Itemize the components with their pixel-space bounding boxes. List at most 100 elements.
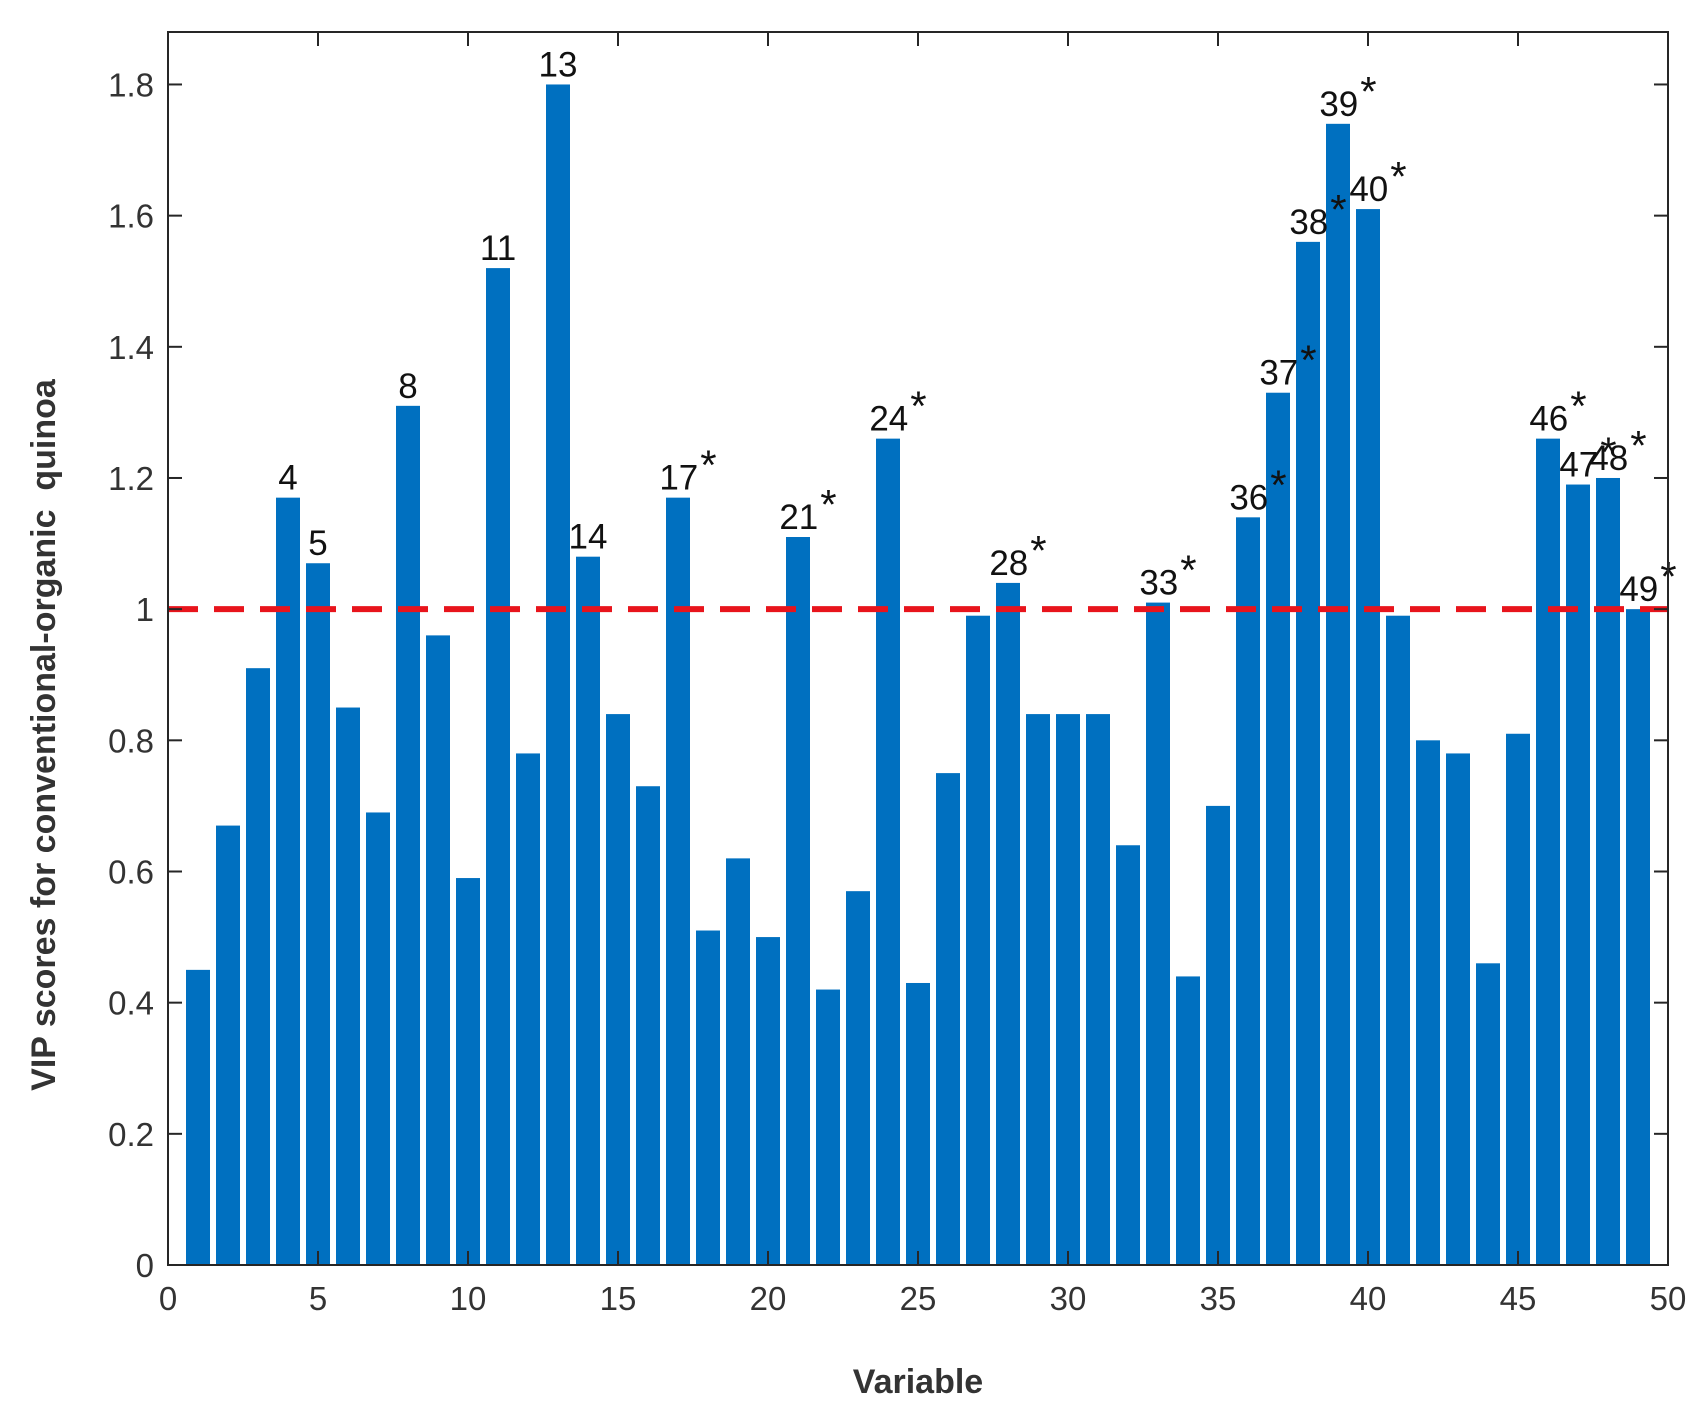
bar-1: [186, 969, 210, 1265]
bar-46: [1536, 438, 1560, 1265]
significance-star: *: [1360, 68, 1376, 115]
bar-label-number: 21: [779, 498, 818, 537]
bar-49: [1626, 609, 1650, 1265]
significance-star: *: [1030, 527, 1046, 574]
bar-18: [696, 930, 720, 1265]
bar-6: [336, 707, 360, 1265]
bar-label-number: 33: [1139, 564, 1178, 603]
significance-star: *: [1330, 186, 1346, 233]
y-tick-label: 0: [136, 1247, 154, 1284]
significance-star: *: [820, 481, 836, 528]
x-axis-title: Variable: [853, 1363, 983, 1401]
bar-label-number: 48: [1589, 439, 1628, 478]
x-tick-label: 50: [1650, 1280, 1687, 1317]
bar-23: [846, 891, 870, 1265]
bar-label-24: 24*: [869, 383, 926, 439]
bar-label-number: 38: [1289, 203, 1328, 242]
bar-label-11: 11: [480, 229, 516, 268]
y-tick-label: 1.6: [108, 198, 154, 235]
y-tick-label: 0.2: [108, 1116, 154, 1153]
bar-4: [276, 497, 300, 1265]
bar-label-number: 8: [398, 367, 417, 406]
bar-31: [1086, 714, 1110, 1265]
bar-21: [786, 537, 810, 1265]
bar-label-number: 36: [1229, 478, 1268, 517]
significance-star: *: [1630, 422, 1646, 469]
bar-label-13: 13: [539, 45, 578, 84]
bar-22: [816, 989, 840, 1265]
bar-28: [996, 582, 1020, 1265]
bar-labels-group: 45811131417*21*24*28*33*36*37*38*39*40*4…: [278, 45, 1676, 609]
bar-label-40: 40*: [1349, 153, 1406, 209]
bars-group: [186, 84, 1650, 1266]
bar-19: [726, 858, 750, 1265]
significance-star: *: [1300, 337, 1316, 384]
significance-star: *: [1180, 547, 1196, 594]
x-tick-label: 15: [600, 1280, 637, 1317]
bar-29: [1026, 714, 1050, 1265]
bar-9: [426, 635, 450, 1265]
bar-32: [1116, 845, 1140, 1265]
bar-25: [906, 982, 930, 1265]
significance-star: *: [910, 383, 926, 430]
x-tick-label: 20: [750, 1280, 787, 1317]
significance-star: *: [1390, 153, 1406, 200]
bar-label-39: 39*: [1319, 68, 1376, 124]
bar-11: [486, 268, 510, 1265]
bar-label-21: 21*: [779, 481, 836, 537]
bar-36: [1236, 517, 1260, 1265]
bar-label-number: 11: [480, 229, 516, 268]
x-tick-label: 0: [159, 1280, 177, 1317]
bar-10: [456, 878, 480, 1265]
bar-35: [1206, 805, 1230, 1265]
bar-label-36: 36*: [1229, 461, 1286, 517]
bar-label-14: 14: [569, 518, 608, 557]
y-axis-title: VIP scores for conventional-organic quin…: [25, 378, 63, 1091]
bar-17: [666, 497, 690, 1265]
bar-39: [1326, 123, 1350, 1266]
y-tick-label: 1: [136, 591, 154, 628]
bar-40: [1356, 209, 1380, 1265]
bar-label-number: 46: [1529, 400, 1568, 439]
x-tick-label: 35: [1200, 1280, 1237, 1317]
bar-label-28: 28*: [989, 527, 1046, 583]
y-tick-label: 0.8: [108, 722, 154, 759]
significance-star: *: [700, 442, 716, 489]
bar-label-number: 17: [659, 459, 698, 498]
bar-24: [876, 438, 900, 1265]
y-tick-label: 1.8: [108, 66, 154, 103]
bar-label-37: 37*: [1259, 337, 1316, 393]
bar-2: [216, 825, 240, 1265]
bar-13: [546, 84, 570, 1265]
x-tick-label: 5: [309, 1280, 327, 1317]
bar-label-number: 37: [1259, 354, 1298, 393]
bar-label-38: 38*: [1289, 186, 1346, 242]
bar-12: [516, 753, 540, 1265]
bar-label-number: 13: [539, 45, 578, 84]
bar-3: [246, 668, 270, 1265]
bar-label-8: 8: [398, 367, 417, 406]
bar-label-4: 4: [278, 459, 297, 498]
y-tick-label: 1.2: [108, 460, 154, 497]
bar-41: [1386, 615, 1410, 1265]
bar-48: [1596, 477, 1620, 1265]
bar-5: [306, 563, 330, 1265]
significance-star: *: [1270, 461, 1286, 508]
bar-label-48: 48*: [1589, 422, 1646, 478]
bar-label-number: 49: [1619, 570, 1658, 609]
bar-14: [576, 556, 600, 1265]
x-tick-label: 10: [450, 1280, 487, 1317]
bar-label-number: 47: [1559, 446, 1598, 485]
bar-label-number: 40: [1349, 170, 1388, 209]
bar-label-number: 4: [278, 459, 297, 498]
bar-label-number: 39: [1319, 85, 1358, 124]
significance-star: *: [1600, 429, 1616, 476]
bar-33: [1146, 602, 1170, 1265]
bar-26: [936, 773, 960, 1265]
bar-37: [1266, 392, 1290, 1265]
significance-star: *: [1570, 383, 1586, 430]
bar-45: [1506, 733, 1530, 1265]
bar-20: [756, 937, 780, 1265]
bar-label-number: 28: [989, 544, 1028, 583]
